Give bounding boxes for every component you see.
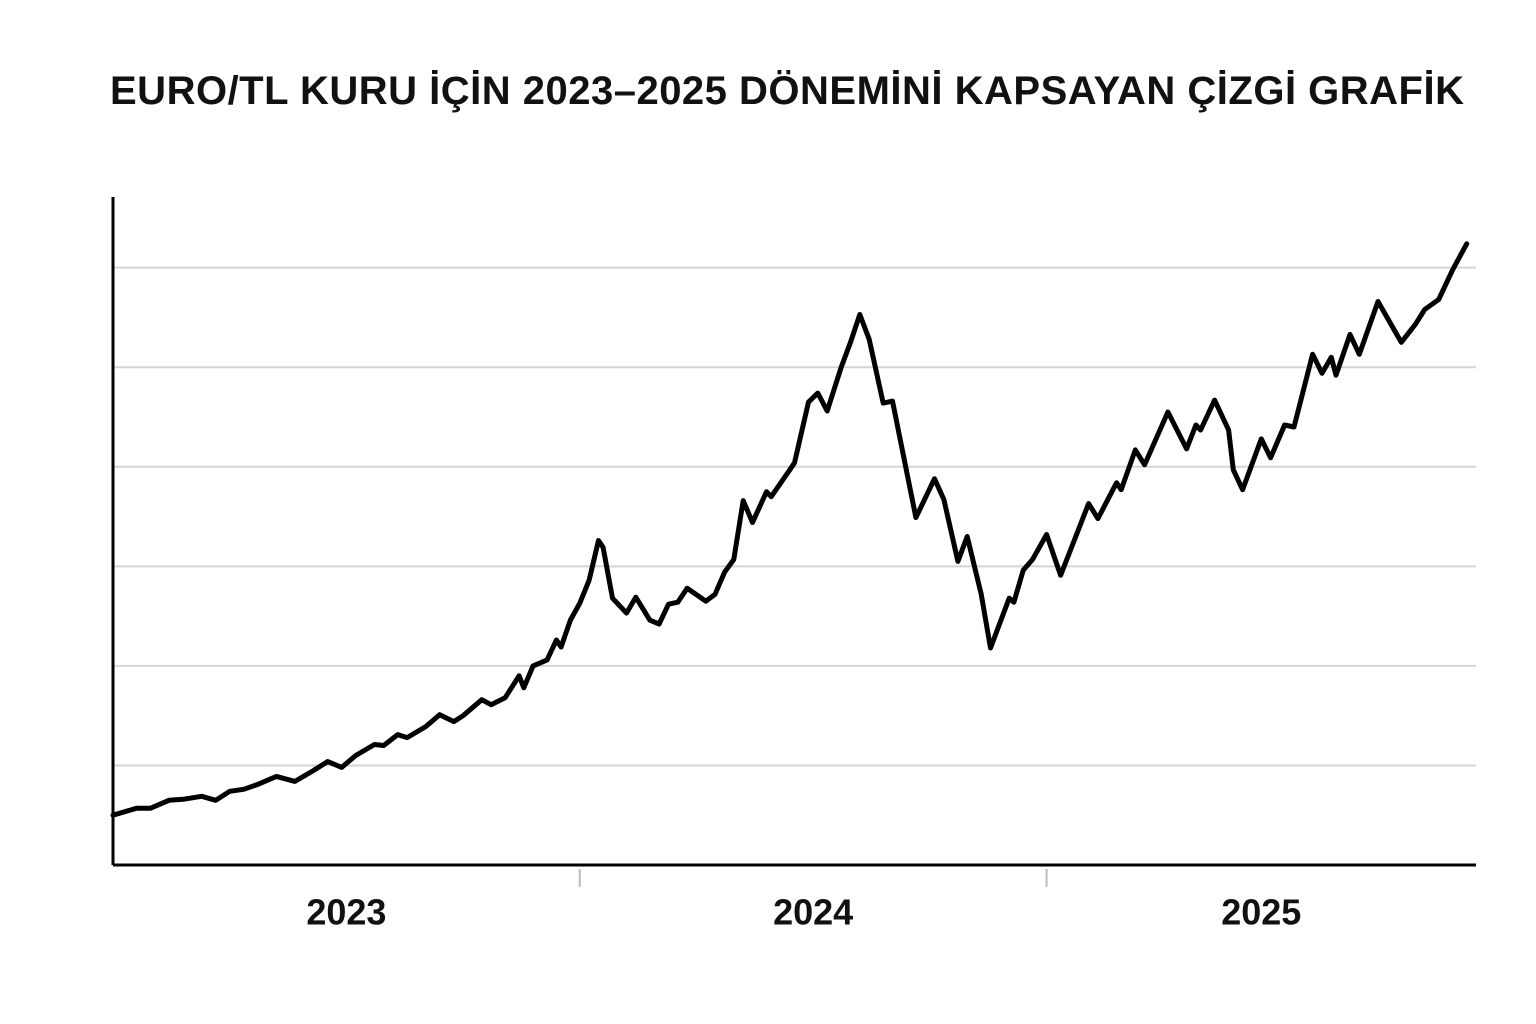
chart-title: EURO/TL KURU İÇİN 2023–2025 DÖNEMİNİ KAP… — [110, 69, 1465, 113]
x-tick-label: 2024 — [773, 892, 853, 933]
x-tick-label: 2025 — [1221, 892, 1301, 933]
data-line — [110, 241, 1470, 818]
x-tick-label: 2023 — [306, 892, 386, 933]
